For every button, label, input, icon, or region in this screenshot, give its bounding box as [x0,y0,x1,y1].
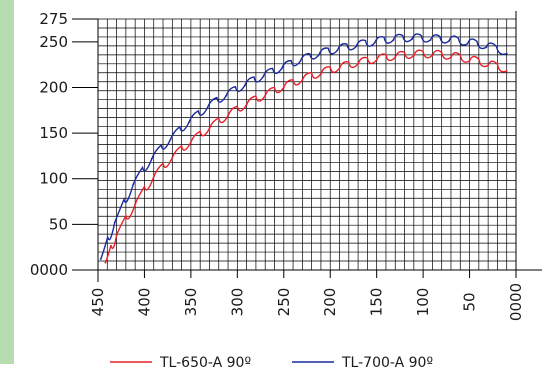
series-point [152,176,155,178]
x-tick-label: 450 [89,288,107,317]
series-point [487,64,490,67]
series-point [208,127,211,130]
series-point [357,62,359,65]
series-point [338,67,341,70]
series-point [189,141,192,144]
series-point [450,56,452,59]
x-tick-label: 200 [321,288,339,317]
series-point [336,49,339,51]
series-point [505,70,508,72]
series-point [394,56,397,59]
series-point [169,138,172,141]
series-point [171,156,174,159]
series-point [320,72,322,75]
chart-grid [97,18,517,271]
series-point [150,157,153,160]
series-point [412,54,415,57]
chart-axes [97,11,542,282]
y-tick-label: 100 [39,170,68,188]
series-point [448,40,451,42]
x-tick-label: 50 [461,292,479,311]
chart-legend: TL-650-A 90º TL-700-A 90º [110,355,433,371]
series-point [318,53,320,56]
series-point [281,67,283,70]
series-point [262,75,265,78]
series-point [245,103,248,106]
x-axis-ticks: 450 400 350 300 250 200 150 100 50 0000 [89,270,525,321]
y-axis-ticks: 0000 50 100 150 200 250 275 [30,10,98,279]
series-point [115,234,118,237]
x-tick-label: 100 [414,288,432,317]
y-tick-label: 250 [39,33,68,51]
series-point [243,84,246,87]
series-point [206,106,209,109]
legend-label: TL-700-A 90º [341,355,433,371]
series-point [355,45,358,48]
y-tick-label: 0000 [30,261,68,279]
series-point [375,59,378,61]
series-point [299,60,302,62]
series-point [113,221,116,224]
series-point [104,261,107,264]
series-point [227,114,229,117]
series-point [134,203,137,206]
x-tick-label: 150 [368,288,386,317]
x-tick-label: 400 [135,288,153,317]
series-point [188,121,190,124]
x-tick-label: 350 [182,288,200,317]
series-point [505,52,508,55]
x-tick-label: 250 [275,288,293,317]
x-tick-label: 300 [228,288,246,317]
series-point [392,39,395,41]
series-point [431,54,434,57]
series-point [282,86,285,89]
green-side-panel-svg [0,0,14,364]
series-point [99,258,102,260]
series-point [301,79,304,82]
y-tick-label: 50 [49,215,68,233]
x-tick-label: 0000 [507,283,525,321]
legend-label: TL-650-A 90º [159,355,251,371]
y-tick-label: 200 [39,78,68,96]
series-point [264,94,267,97]
y-tick-label: 150 [39,124,68,142]
series-point [373,41,376,44]
series-point [429,39,432,41]
series-point [411,38,413,40]
chart-series [99,33,508,264]
series-point [468,60,471,62]
series-point [132,183,135,186]
series-point [485,46,488,49]
series-point [225,94,228,97]
y-tick-label: 275 [39,10,68,28]
series-point [466,42,469,45]
